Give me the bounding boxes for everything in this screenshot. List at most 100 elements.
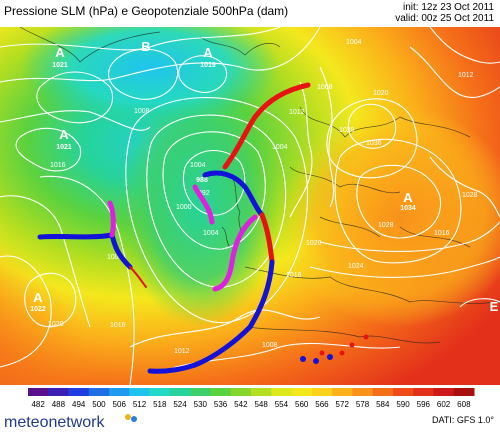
svg-text:1008: 1008 [317,84,333,91]
color-scale-label: 560 [295,400,309,409]
isobar-labels: 1004 1008 1012 1004 1020 1028 1036 1028 … [48,39,478,355]
front-symbols [300,334,369,364]
fronts [37,82,311,374]
high-center-value: 1021 [52,62,68,69]
color-scale-label: 590 [396,400,410,409]
occlusion-front-south [212,214,258,292]
high-center-value: 1034 [400,205,416,212]
color-scale-swatch [190,388,211,396]
color-scale-swatch [129,388,151,396]
svg-text:1004: 1004 [203,230,219,237]
brand-logo-dots [125,414,137,422]
color-scale-swatch [210,388,232,396]
high-center-value: 1021 [56,144,72,151]
color-scale-swatch [291,388,313,396]
color-scale-swatch [88,388,110,396]
init-time: init: 12z 23 Oct 2011 [403,2,494,13]
cold-front-south [147,259,275,374]
color-scale-swatch [271,388,293,396]
svg-text:992: 992 [198,190,210,197]
color-scale-swatch [311,388,333,396]
high-center-label: A [403,190,413,205]
warm-front-atlantic [129,266,147,288]
svg-text:1004: 1004 [346,39,362,46]
brand-logo: meteonetwork [4,414,105,431]
high-center-value: 1019 [200,62,216,69]
svg-text:1024: 1024 [348,263,364,270]
color-scale-label: 494 [72,400,86,409]
data-source: DATI: GFS 1.0° [432,415,494,425]
svg-text:1028: 1028 [339,127,355,134]
svg-text:1012: 1012 [289,109,305,116]
color-scale-label: 542 [234,400,248,409]
svg-text:1016: 1016 [286,272,302,279]
isobars [0,27,500,385]
svg-text:1008: 1008 [134,108,150,115]
pressure-centers: A 1021 B A 1019 A 1021 988 A 1034 A 1022… [30,39,498,314]
svg-text:1020: 1020 [306,240,322,247]
color-scale-label: 518 [153,400,167,409]
color-scale-label: 572 [336,400,350,409]
color-scale-swatch [230,388,252,396]
svg-text:1036: 1036 [366,140,382,147]
color-scale-label: 602 [437,400,451,409]
color-scale-label: 506 [113,400,127,409]
color-scale-label: 596 [417,400,431,409]
svg-text:1016: 1016 [50,162,66,169]
warm-front-north [222,82,311,170]
color-scale-swatch [169,388,191,396]
color-scale-label: 524 [173,400,187,409]
svg-text:1020: 1020 [48,321,64,328]
color-scale-label: 566 [315,400,329,409]
svg-text:1004: 1004 [190,162,206,169]
color-scale-swatch [109,388,130,396]
svg-text:1004: 1004 [272,144,288,151]
weather-map: 1004 1008 1012 1004 1020 1028 1036 1028 … [0,27,500,385]
svg-text:1016: 1016 [110,322,126,329]
cold-front-main [202,170,265,218]
color-scale-label: 488 [52,400,66,409]
color-scale-label: 548 [254,400,268,409]
high-center-label: A [59,127,69,142]
svg-text:1012: 1012 [458,72,474,79]
svg-text:1008: 1008 [262,342,278,349]
valid-time: valid: 00z 25 Oct 2011 [395,13,494,24]
low-center-label: B [141,39,150,54]
color-scale-swatch [251,388,272,396]
occlusion-front-north [192,184,215,225]
color-scale-label: 578 [356,400,370,409]
low-center-value: 988 [196,177,208,184]
color-scale-swatch [372,388,394,396]
run-info: init: 12z 23 Oct 2011 valid: 00z 25 Oct … [395,2,494,24]
color-scale-label: 512 [133,400,147,409]
color-scale-swatch [453,388,475,396]
warm-front-iberia [259,212,275,265]
occlusion-front-atlantic [107,200,116,238]
color-scale-label: 608 [457,400,471,409]
color-scale-label: 530 [194,400,208,409]
color-scale-label: 554 [275,400,289,409]
color-scale-label: 482 [31,400,45,409]
svg-text:1012: 1012 [174,348,190,355]
svg-text:1016: 1016 [434,230,450,237]
color-scale-label: 536 [214,400,228,409]
color-scale-swatch [352,388,374,396]
high-center-value: 1022 [30,306,46,313]
high-center-label: A [203,45,213,60]
color-scale-swatch [28,388,49,396]
geopotential-color-scale: 482 488 494 500 506 512 518 524 530 536 542 548 554 5… [0,388,500,410]
svg-text:1000: 1000 [176,204,192,211]
polar-vortex-shading [20,27,280,127]
svg-text:1008: 1008 [107,254,123,261]
color-scale-swatch [68,388,90,396]
color-scale-swatch [413,388,434,396]
color-scale-swatch [332,388,353,396]
color-scale-swatch [392,388,414,396]
color-scale-label: 584 [376,400,390,409]
edge-center-label: E [490,299,499,314]
svg-text:1028: 1028 [378,222,394,229]
svg-text:1020: 1020 [373,90,389,97]
color-scale-swatch [433,388,455,396]
high-center-label: A [33,290,43,305]
color-scale-swatch [149,388,171,396]
